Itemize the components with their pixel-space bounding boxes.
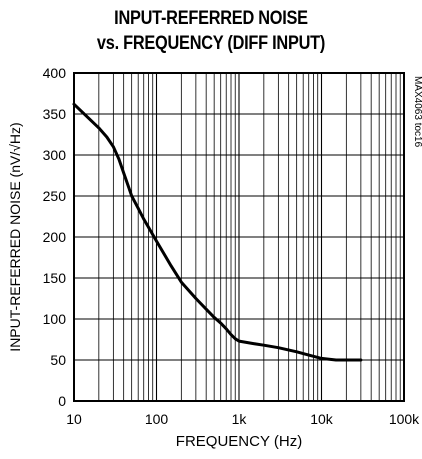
chart-title-line1: INPUT-REFERRED NOISE <box>114 8 308 29</box>
x-tick-label: 10k <box>310 411 334 427</box>
y-tick-label: 0 <box>58 393 66 409</box>
plot-frame <box>73 72 405 402</box>
y-tick-label: 400 <box>43 65 67 81</box>
x-tick-label: 1k <box>232 411 248 427</box>
x-tick-label: 10 <box>66 411 82 427</box>
grid-lines <box>74 73 404 401</box>
y-tick-labels: 0 50 100 150 200 250 300 350 400 <box>43 65 67 409</box>
y-tick-label: 50 <box>50 352 66 368</box>
y-tick-label: 300 <box>43 147 67 163</box>
x-tick-label: 100k <box>389 411 420 427</box>
chart-title-line2: vs. FREQUENCY (DIFF INPUT) <box>96 33 326 54</box>
x-tick-label: 100 <box>145 411 169 427</box>
y-tick-label: 250 <box>43 188 67 204</box>
series-layer <box>72 102 363 362</box>
x-axis-label: FREQUENCY (Hz) <box>176 433 302 450</box>
x-tick-labels: 10 100 1k 10k 100k <box>66 411 420 427</box>
y-tick-label: 200 <box>43 229 67 245</box>
y-axis-label: INPUT-REFERRED NOISE (nV/√Hz) <box>7 122 23 351</box>
y-tick-label: 150 <box>43 270 67 286</box>
series-line <box>72 102 363 362</box>
y-tick-label: 350 <box>43 106 67 122</box>
figure-code: MAX4063 toc16 <box>412 76 422 148</box>
y-tick-label: 100 <box>43 311 67 327</box>
